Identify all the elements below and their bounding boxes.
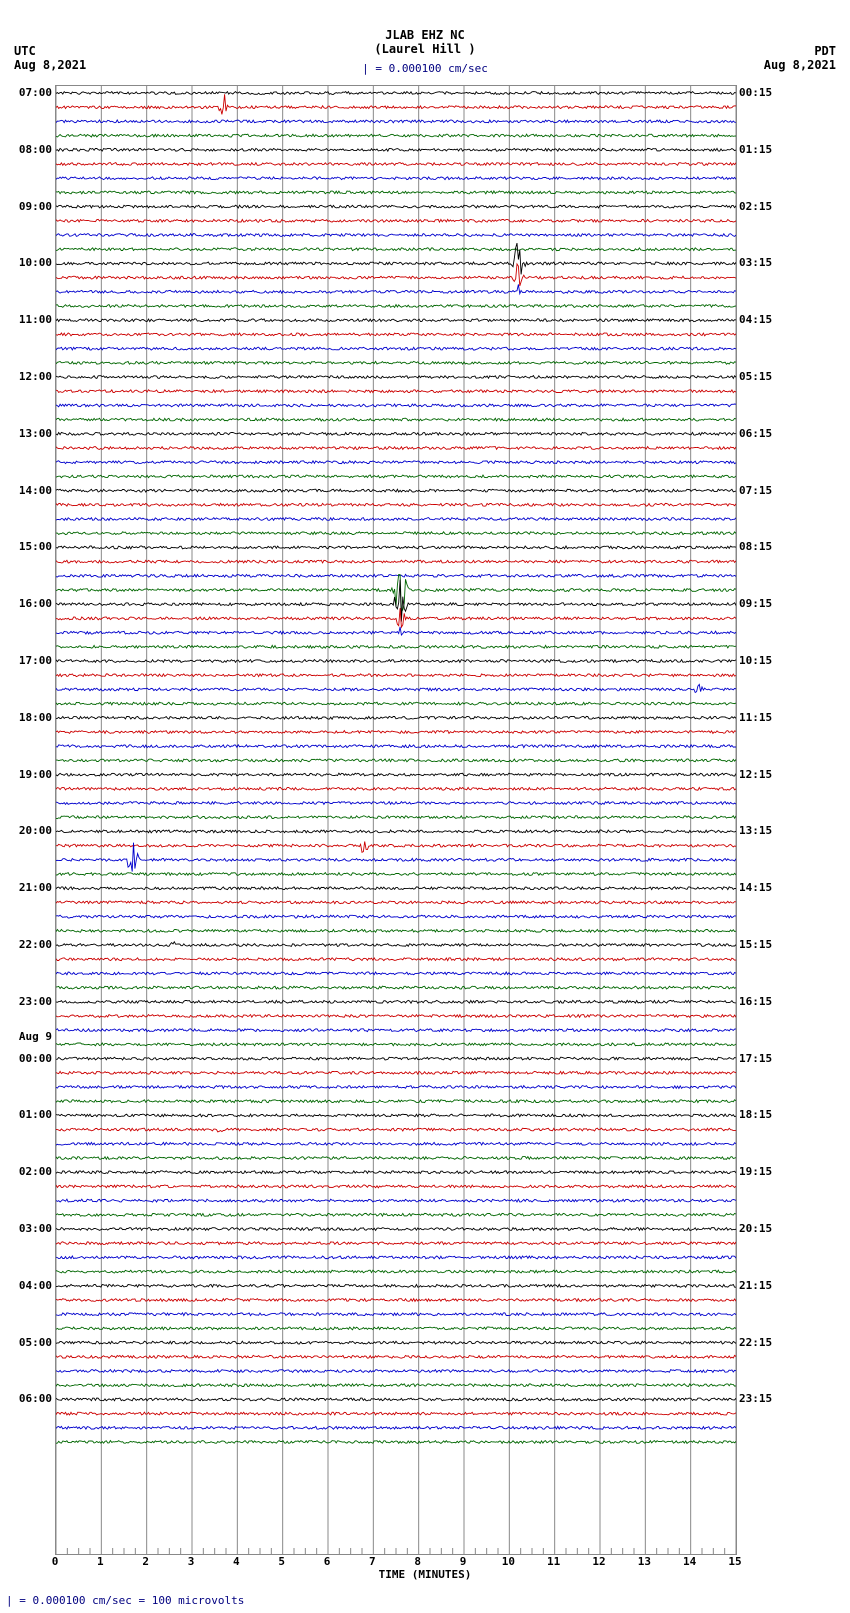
- utc-hour-label: 23:00: [4, 995, 52, 1008]
- pdt-hour-label: 18:15: [739, 1108, 772, 1121]
- seismogram-svg: [56, 86, 736, 1554]
- utc-hour-label: 17:00: [4, 654, 52, 667]
- x-tick-label: 15: [725, 1555, 745, 1568]
- pdt-hour-label: 05:15: [739, 370, 772, 383]
- utc-hour-label: 10:00: [4, 256, 52, 269]
- pdt-hour-label: 21:15: [739, 1279, 772, 1292]
- date-right: Aug 8,2021: [764, 58, 836, 72]
- x-tick-label: 13: [634, 1555, 654, 1568]
- utc-hour-label: 03:00: [4, 1222, 52, 1235]
- utc-hour-label: 00:00: [4, 1052, 52, 1065]
- utc-hour-label: 19:00: [4, 768, 52, 781]
- pdt-hour-label: 10:15: [739, 654, 772, 667]
- utc-hour-label: 12:00: [4, 370, 52, 383]
- station-subtitle: (Laurel Hill ): [0, 42, 850, 56]
- pdt-hour-label: 06:15: [739, 427, 772, 440]
- timezone-left: UTC: [14, 44, 36, 58]
- pdt-hour-label: 17:15: [739, 1052, 772, 1065]
- utc-hour-label: 04:00: [4, 1279, 52, 1292]
- pdt-hour-label: 14:15: [739, 881, 772, 894]
- pdt-hour-label: 20:15: [739, 1222, 772, 1235]
- pdt-hour-label: 16:15: [739, 995, 772, 1008]
- utc-hour-label: 18:00: [4, 711, 52, 724]
- x-tick-label: 0: [45, 1555, 65, 1568]
- x-tick-label: 11: [544, 1555, 564, 1568]
- utc-hour-label: 20:00: [4, 824, 52, 837]
- utc-hour-label: 06:00: [4, 1392, 52, 1405]
- utc-hour-label: 07:00: [4, 86, 52, 99]
- x-tick-label: 6: [317, 1555, 337, 1568]
- utc-hour-label: 14:00: [4, 484, 52, 497]
- pdt-hour-label: 07:15: [739, 484, 772, 497]
- pdt-hour-label: 11:15: [739, 711, 772, 724]
- station-title: JLAB EHZ NC: [0, 28, 850, 42]
- pdt-hour-label: 00:15: [739, 86, 772, 99]
- footer-scale: | = 0.000100 cm/sec = 100 microvolts: [6, 1594, 244, 1607]
- pdt-hour-label: 23:15: [739, 1392, 772, 1405]
- utc-hour-label: 13:00: [4, 427, 52, 440]
- utc-hour-label: 02:00: [4, 1165, 52, 1178]
- pdt-hour-label: 03:15: [739, 256, 772, 269]
- utc-hour-label: 05:00: [4, 1336, 52, 1349]
- seismogram-container: JLAB EHZ NC (Laurel Hill ) | = 0.000100 …: [0, 0, 850, 1613]
- x-tick-label: 4: [226, 1555, 246, 1568]
- x-axis-label: TIME (MINUTES): [0, 1568, 850, 1581]
- utc-hour-label: 09:00: [4, 200, 52, 213]
- x-tick-label: 12: [589, 1555, 609, 1568]
- pdt-hour-label: 09:15: [739, 597, 772, 610]
- timezone-right: PDT: [814, 44, 836, 58]
- pdt-hour-label: 04:15: [739, 313, 772, 326]
- x-tick-label: 7: [362, 1555, 382, 1568]
- pdt-hour-label: 08:15: [739, 540, 772, 553]
- utc-hour-label: 08:00: [4, 143, 52, 156]
- x-tick-label: 5: [272, 1555, 292, 1568]
- x-tick-label: 3: [181, 1555, 201, 1568]
- pdt-hour-label: 15:15: [739, 938, 772, 951]
- utc-hour-label: 01:00: [4, 1108, 52, 1121]
- pdt-hour-label: 19:15: [739, 1165, 772, 1178]
- scale-indicator: | = 0.000100 cm/sec: [0, 62, 850, 75]
- utc-hour-label: Aug 9: [4, 1030, 52, 1043]
- utc-hour-label: 21:00: [4, 881, 52, 894]
- utc-hour-label: 16:00: [4, 597, 52, 610]
- x-tick-label: 1: [90, 1555, 110, 1568]
- pdt-hour-label: 22:15: [739, 1336, 772, 1349]
- utc-hour-label: 15:00: [4, 540, 52, 553]
- utc-hour-label: 11:00: [4, 313, 52, 326]
- pdt-hour-label: 01:15: [739, 143, 772, 156]
- x-tick-label: 8: [408, 1555, 428, 1568]
- x-tick-label: 9: [453, 1555, 473, 1568]
- utc-hour-label: 22:00: [4, 938, 52, 951]
- pdt-hour-label: 02:15: [739, 200, 772, 213]
- date-left: Aug 8,2021: [14, 58, 86, 72]
- x-tick-label: 10: [498, 1555, 518, 1568]
- pdt-hour-label: 12:15: [739, 768, 772, 781]
- seismogram-plot: [55, 85, 737, 1555]
- x-tick-label: 14: [680, 1555, 700, 1568]
- x-tick-label: 2: [136, 1555, 156, 1568]
- pdt-hour-label: 13:15: [739, 824, 772, 837]
